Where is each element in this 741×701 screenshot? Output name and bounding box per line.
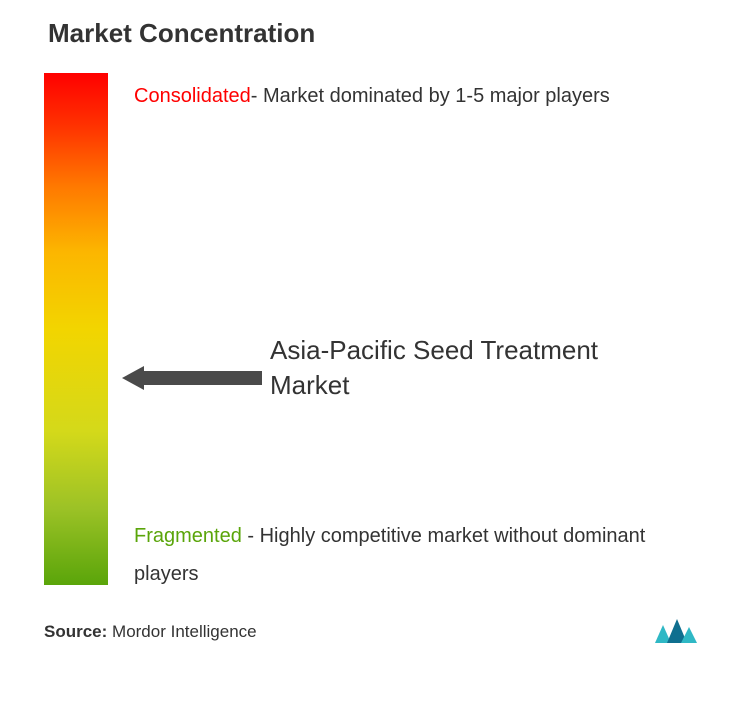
market-name-wrap: Asia-Pacific Seed Treatment Market: [270, 339, 640, 409]
consolidated-desc: - Market dominated by 1-5 major players: [251, 85, 610, 107]
source-value: Mordor Intelligence: [112, 622, 257, 641]
page-title: Market Concentration: [48, 18, 701, 49]
market-name: Asia-Pacific Seed Treatment Market: [270, 333, 640, 403]
arrow-icon: [122, 363, 274, 393]
mordor-intelligence-logo: [653, 617, 701, 647]
gradient-bar: [44, 73, 108, 585]
footer: Source: Mordor Intelligence: [44, 617, 701, 647]
consolidated-label: Consolidated- Market dominated by 1-5 ma…: [134, 81, 610, 111]
fragmented-label: Fragmented - Highly competitive market w…: [134, 517, 674, 593]
source-line: Source: Mordor Intelligence: [44, 622, 257, 642]
consolidated-key: Consolidated: [134, 85, 251, 107]
marker-arrow-wrap: [122, 363, 274, 393]
fragmented-key: Fragmented: [134, 525, 242, 547]
source-label: Source:: [44, 622, 107, 641]
concentration-chart: Consolidated- Market dominated by 1-5 ma…: [44, 73, 701, 585]
